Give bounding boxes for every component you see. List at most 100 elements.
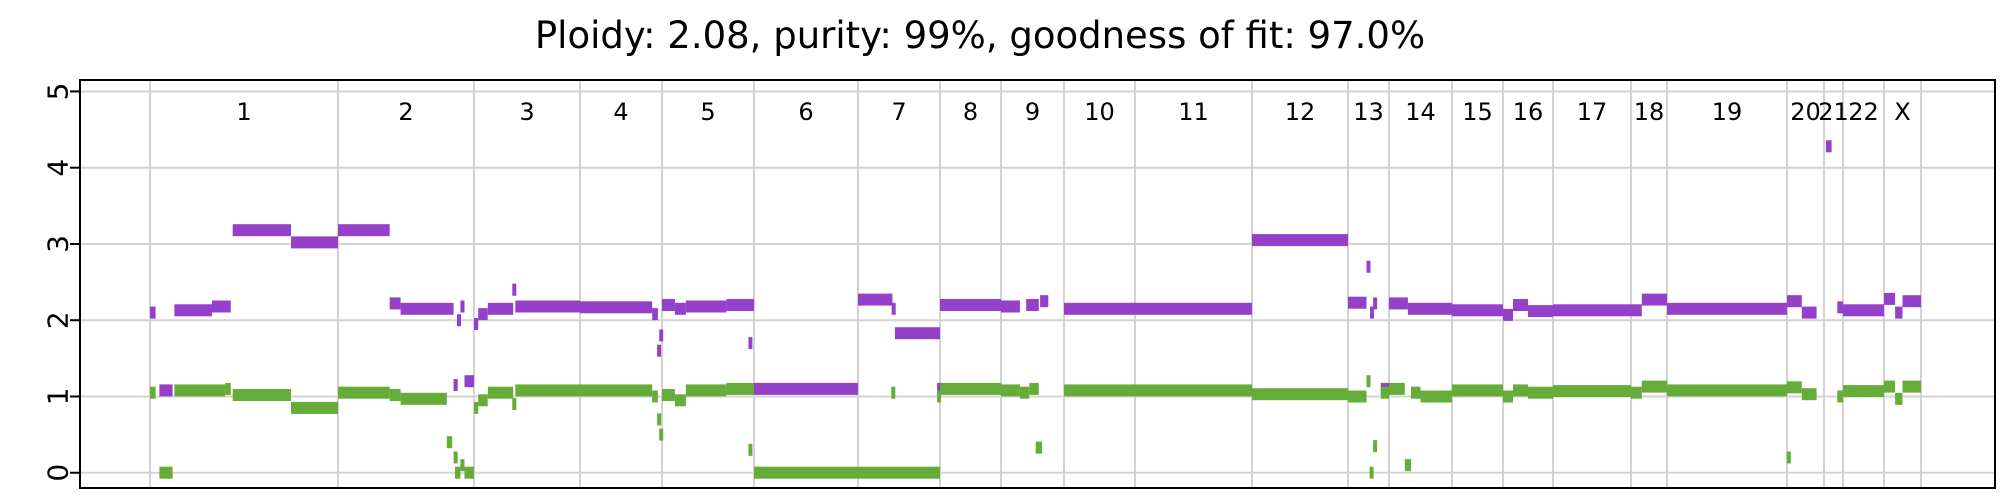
major-segment-chr13 <box>1366 260 1371 273</box>
major-segment-chr1 <box>150 306 156 319</box>
major-segment-chr2 <box>460 300 465 313</box>
minor-segment-chr21 <box>1837 390 1843 403</box>
major-segment-chrX <box>1884 292 1896 305</box>
major-segment-chr21 <box>1837 301 1843 314</box>
ytick-label-3: 3 <box>42 235 75 253</box>
minor-segment-chr8 <box>940 382 1001 395</box>
major-segment-chr11 <box>1135 302 1252 315</box>
minor-segment-chr2 <box>464 466 474 479</box>
major-segment-chr17 <box>1553 304 1631 317</box>
chrom-label-17: 17 <box>1577 98 1608 126</box>
minor-segment-chr3 <box>487 386 514 399</box>
minor-segment-chr9 <box>1029 382 1039 395</box>
minor-segment-chr2 <box>338 386 390 399</box>
chart-title: Ploidy: 2.08, purity: 99%, goodness of f… <box>534 14 1426 57</box>
major-segment-chr20 <box>1801 306 1817 319</box>
grid-lines <box>80 80 1995 488</box>
major-segment-chr21 <box>1825 140 1832 153</box>
minor-segment-chr11 <box>1135 384 1252 397</box>
minor-segment-chr2 <box>446 436 453 449</box>
ytick-label-4: 4 <box>42 159 75 177</box>
minor-segment-chr7 <box>858 466 940 479</box>
major-segment-chr8 <box>937 382 942 395</box>
minor-segment-chr20 <box>1787 381 1802 394</box>
major-segment-chrX <box>1902 295 1921 308</box>
segment-marks <box>150 140 1921 479</box>
major-segment-chr2 <box>338 224 390 237</box>
major-segment-chr1 <box>232 224 291 237</box>
minor-segment-chr20 <box>1786 451 1791 464</box>
major-segment-chr9 <box>1026 299 1039 311</box>
major-segment-chrX <box>1895 306 1903 319</box>
minor-segment-chr18 <box>1641 380 1667 393</box>
minor-segment-chr2 <box>389 389 401 401</box>
major-segment-chr7 <box>858 293 893 306</box>
minor-segment-chr16 <box>1503 390 1513 403</box>
minor-segment-chr10 <box>1064 384 1135 397</box>
ytick-label-1: 1 <box>42 388 75 406</box>
major-segment-chr16 <box>1528 305 1553 318</box>
major-segment-chr13 <box>1370 306 1374 319</box>
minor-segment-chr14 <box>1404 459 1412 472</box>
major-segment-chr22 <box>1843 304 1884 317</box>
chrom-label-4: 4 <box>613 98 628 126</box>
minor-segment-chrX <box>1902 380 1921 393</box>
major-segment-chr8 <box>940 299 1001 311</box>
minor-segment-chr1 <box>225 382 231 395</box>
minor-segment-chr13 <box>1348 390 1367 403</box>
major-segment-chr1 <box>174 304 212 317</box>
major-segment-chr6 <box>748 337 753 350</box>
major-segment-chr14 <box>1407 302 1452 315</box>
minor-segment-chr22 <box>1843 385 1884 398</box>
major-segment-chr3 <box>487 302 514 315</box>
minor-segment-chr9 <box>1019 386 1030 399</box>
major-segment-chr5 <box>674 302 686 315</box>
major-segment-chr2 <box>457 314 461 327</box>
chrom-label-5: 5 <box>700 98 715 126</box>
minor-segment-chr6 <box>754 466 858 479</box>
minor-segment-chr14 <box>1389 382 1405 395</box>
minor-segment-chr13 <box>1369 466 1374 479</box>
minor-segment-chr4 <box>659 428 664 441</box>
major-segment-chr2 <box>464 375 474 388</box>
minor-segment-chr8 <box>937 390 942 403</box>
major-segment-chr13 <box>1373 297 1378 310</box>
ytick-label-5: 5 <box>42 83 75 101</box>
minor-segment-chr3 <box>478 394 488 407</box>
chrom-label-22: 22 <box>1848 98 1879 126</box>
major-segment-chr15 <box>1452 304 1503 317</box>
minor-segment-chr16 <box>1528 386 1553 399</box>
minor-segment-chr5 <box>726 382 754 395</box>
major-segment-chr14 <box>1389 297 1408 310</box>
major-segment-chr4 <box>657 344 662 357</box>
chrom-label-13: 13 <box>1353 98 1384 126</box>
chrom-label-7: 7 <box>891 98 906 126</box>
major-segment-chr2 <box>389 297 401 310</box>
major-segment-chr3 <box>474 318 479 330</box>
minor-segment-chr7 <box>891 386 896 399</box>
major-segment-chr7 <box>894 327 940 340</box>
chrom-label-10: 10 <box>1084 98 1115 126</box>
minor-segment-chr9 <box>1001 384 1020 397</box>
minor-segment-chr4 <box>580 384 653 397</box>
minor-segment-chr5 <box>685 384 727 397</box>
minor-segment-chr1 <box>174 384 226 397</box>
major-segment-chr19 <box>1667 302 1787 315</box>
chrom-label-12: 12 <box>1285 98 1316 126</box>
major-segment-chr6 <box>754 382 858 395</box>
major-segment-chr18 <box>1631 304 1642 317</box>
major-segment-chr10 <box>1064 302 1135 315</box>
plot-frame <box>79 79 1996 489</box>
major-segment-chr12 <box>1252 234 1348 247</box>
major-segment-chr3 <box>478 308 488 321</box>
minor-segment-chr2 <box>400 392 447 405</box>
chrom-label-15: 15 <box>1462 98 1493 126</box>
major-segment-chr3 <box>515 300 580 313</box>
chrom-label-9: 9 <box>1025 98 1040 126</box>
major-segment-chr1 <box>159 384 173 397</box>
major-segment-chr16 <box>1513 299 1528 311</box>
minor-segment-chr3 <box>515 384 580 397</box>
minor-segment-chr20 <box>1801 388 1817 401</box>
